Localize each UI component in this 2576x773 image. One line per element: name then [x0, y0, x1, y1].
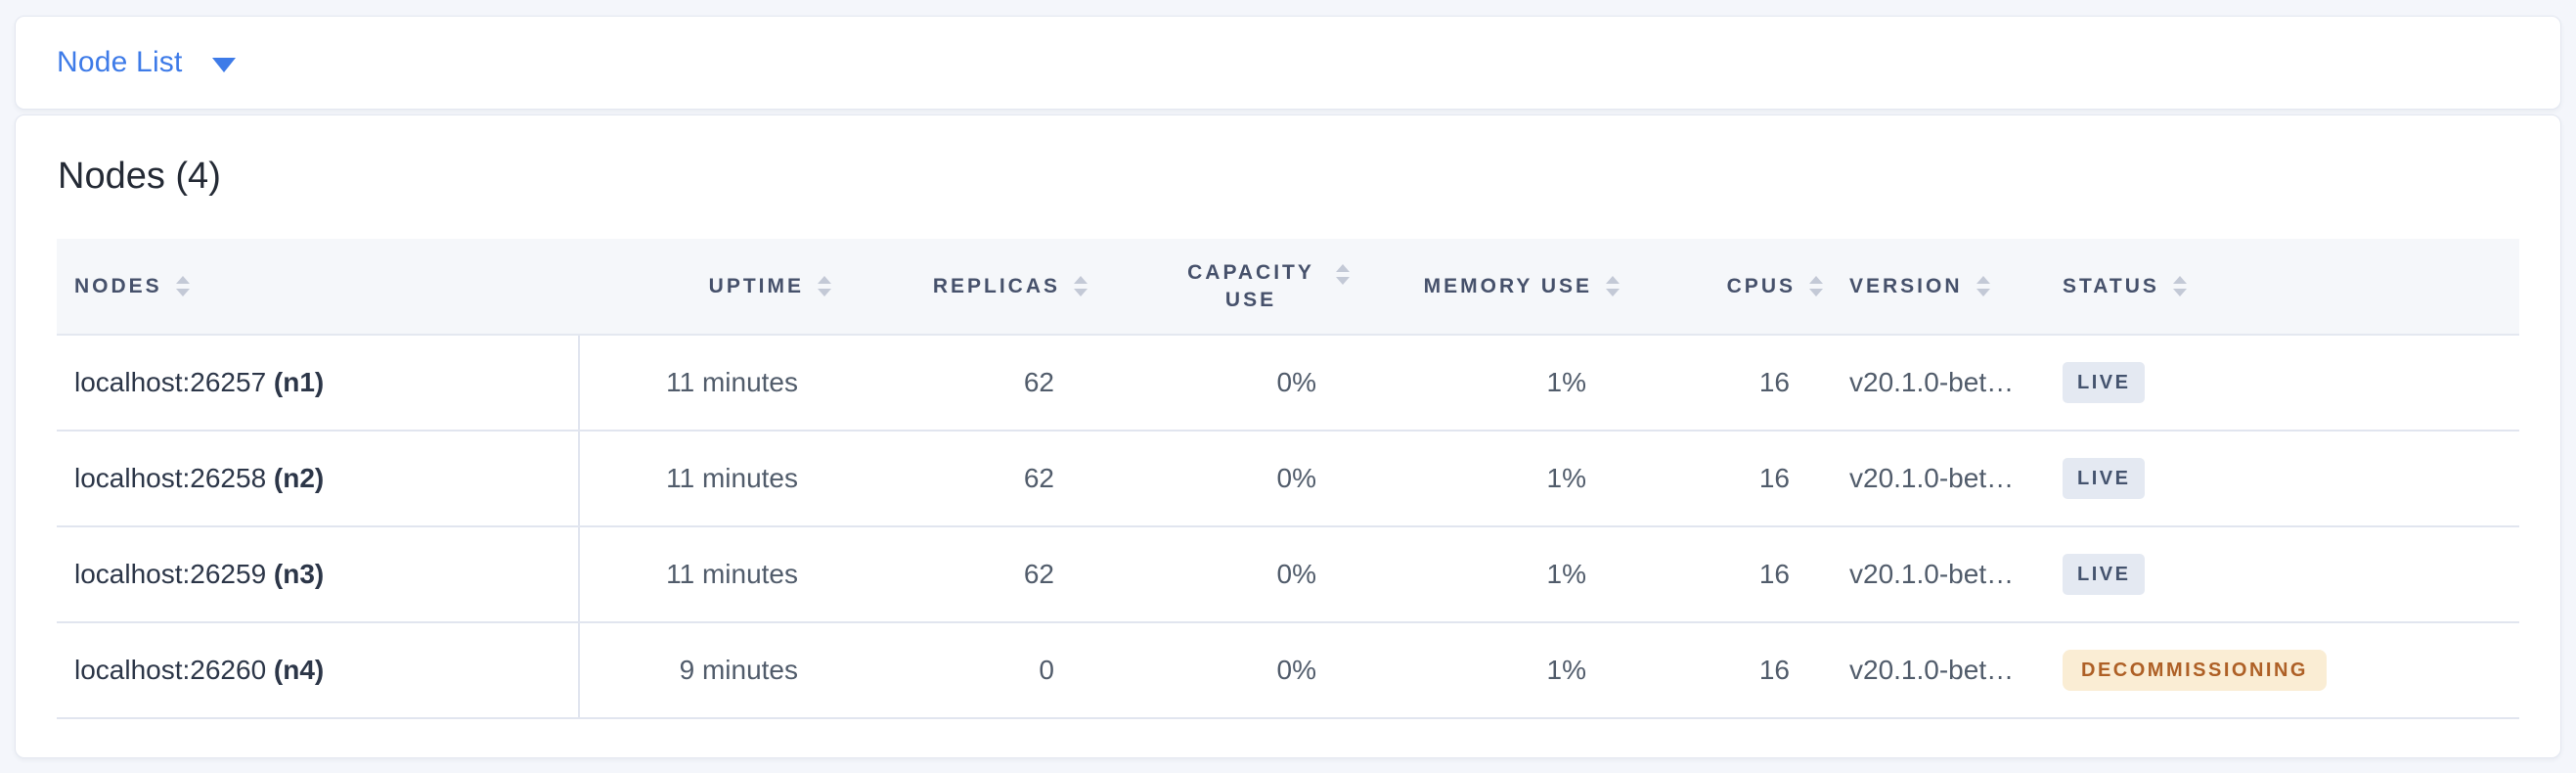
column-label: REPLICAS [932, 274, 1060, 297]
column-header-status[interactable]: STATUS [2050, 239, 2519, 336]
column-label: CAPACITY USE [1187, 261, 1314, 311]
memory-cell: 1% [1363, 431, 1633, 527]
memory-cell: 1% [1363, 526, 1633, 623]
status-badge: LIVE [2063, 458, 2146, 499]
column-label: UPTIME [708, 274, 804, 297]
column-label: CPUS [1726, 274, 1796, 297]
sort-arrows-icon [1606, 276, 1620, 296]
cpus-cell: 16 [1633, 622, 1837, 719]
column-label: NODES [74, 274, 162, 297]
node-address: localhost:26257 [74, 367, 267, 397]
status-cell: DECOMMISSIONING [2050, 622, 2519, 719]
node-name-cell[interactable]: localhost:26258 (n2) [57, 431, 580, 527]
status-badge: LIVE [2063, 554, 2146, 595]
status-cell: LIVE [2050, 335, 2519, 432]
sort-arrows-icon [2172, 276, 2187, 296]
cpus-cell: 16 [1633, 526, 1837, 623]
memory-cell: 1% [1363, 335, 1633, 432]
status-badge: DECOMMISSIONING [2063, 650, 2327, 691]
node-address: localhost:26259 [74, 559, 267, 589]
table-row: localhost:26258 (n2) 11 minutes 62 0% 1% 16 v2… [57, 431, 2519, 527]
uptime-cell: 9 minutes [579, 622, 845, 719]
table-row: localhost:26260 (n4) 9 minutes 0 0% 1% 16 v20.… [57, 622, 2519, 719]
replicas-cell: 62 [845, 526, 1101, 623]
caret-down-icon [211, 57, 236, 72]
column-header-nodes[interactable]: NODES [57, 239, 579, 336]
version-cell: v20.1.0-bet… [1837, 335, 2050, 432]
table-row: localhost:26257 (n1) 11 minutes 62 0% 1% 16 v2… [57, 335, 2519, 432]
sort-arrows-icon [1809, 276, 1823, 296]
status-cell: LIVE [2050, 526, 2519, 623]
node-id: (n3) [266, 559, 325, 589]
nodes-panel: Nodes (4) NODES UPTIME REPLICAS CAPACITY US… [15, 114, 2561, 758]
node-name-cell[interactable]: localhost:26257 (n1) [57, 335, 580, 432]
capacity-cell: 0% [1101, 622, 1363, 719]
status-badge: LIVE [2063, 362, 2146, 403]
uptime-cell: 11 minutes [579, 526, 845, 623]
status-cell: LIVE [2050, 431, 2519, 527]
table-row: localhost:26259 (n3) 11 minutes 62 0% 1% 16 v2… [57, 526, 2519, 623]
column-header-replicas[interactable]: REPLICAS [845, 239, 1101, 336]
cpus-cell: 16 [1633, 335, 1837, 432]
node-id: (n1) [266, 367, 325, 397]
column-header-memory[interactable]: MEMORY USE [1363, 239, 1633, 336]
node-id: (n4) [266, 655, 325, 685]
page-title: Nodes (4) [58, 156, 221, 197]
sort-arrows-icon [818, 276, 831, 296]
memory-cell: 1% [1363, 622, 1633, 719]
sort-arrows-icon [1074, 276, 1088, 296]
nodes-table: NODES UPTIME REPLICAS CAPACITY USE MEMORY US… [57, 239, 2519, 719]
column-header-cpus[interactable]: CPUS [1633, 239, 1837, 336]
node-address: localhost:26258 [74, 463, 267, 493]
sort-arrows-icon [1336, 264, 1350, 286]
version-cell: v20.1.0-bet… [1837, 526, 2050, 623]
column-label: VERSION [1849, 274, 1963, 297]
column-header-uptime[interactable]: UPTIME [579, 239, 845, 336]
node-address: localhost:26260 [74, 655, 267, 685]
view-selector-bar: Node List [15, 16, 2561, 110]
column-header-capacity[interactable]: CAPACITY USE [1101, 239, 1363, 336]
version-cell: v20.1.0-bet… [1837, 431, 2050, 527]
uptime-cell: 11 minutes [579, 335, 845, 432]
column-label: STATUS [2063, 274, 2159, 297]
column-header-version[interactable]: VERSION [1837, 239, 2050, 336]
capacity-cell: 0% [1101, 431, 1363, 527]
capacity-cell: 0% [1101, 526, 1363, 623]
cpus-cell: 16 [1633, 431, 1837, 527]
view-selector-label: Node List [57, 46, 183, 78]
sort-arrows-icon [1976, 276, 1990, 296]
replicas-cell: 62 [845, 335, 1101, 432]
capacity-cell: 0% [1101, 335, 1363, 432]
column-label: MEMORY USE [1423, 274, 1592, 297]
node-list-dropdown[interactable]: Node List [57, 46, 236, 79]
uptime-cell: 11 minutes [579, 431, 845, 527]
sort-arrows-icon [175, 276, 190, 296]
node-name-cell[interactable]: localhost:26259 (n3) [57, 526, 580, 623]
version-cell: v20.1.0-bet… [1837, 622, 2050, 719]
replicas-cell: 0 [845, 622, 1101, 719]
node-name-cell[interactable]: localhost:26260 (n4) [57, 622, 580, 719]
node-id: (n2) [266, 463, 325, 493]
table-header-row: NODES UPTIME REPLICAS CAPACITY USE MEMORY US… [57, 239, 2519, 336]
replicas-cell: 62 [845, 431, 1101, 527]
